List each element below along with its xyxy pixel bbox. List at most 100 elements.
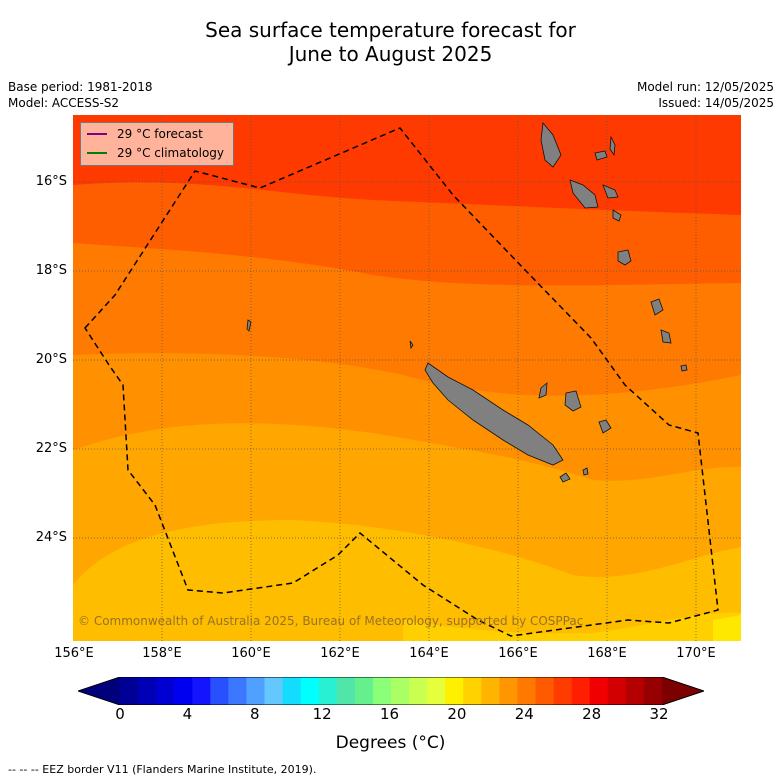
climatology-line-swatch [87,152,107,154]
colorbar-segment [643,677,663,705]
lon-label: 156°E [54,646,94,661]
sst-band-23-24 [73,520,741,641]
colorbar-tick-label: 4 [182,705,193,723]
colorbar-segment [174,677,193,705]
colorbar-segment [120,677,139,705]
lat-label: 20°S [35,352,67,367]
espiritu-santo-island [540,122,562,168]
title-line-1: Sea surface temperature forecast for [205,18,576,42]
sst-band-21-22 [713,615,741,641]
sst-band-22-23 [403,612,741,641]
colorbar-segment [589,677,609,705]
aneityum-island [680,364,688,372]
pentecost-island [602,184,619,199]
lat-label: 22°S [35,441,67,456]
colorbar-tick-label: 0 [115,705,125,723]
colorbar-segment [138,677,157,705]
eez-border [84,127,719,637]
colorbar-segment [571,677,591,705]
colorbar-title: Degrees (°C) [335,733,446,753]
tanna-island [660,329,672,344]
colorbar-tick-label: 8 [249,705,260,723]
model-name: Model: ACCESS-S2 [8,96,120,110]
colorbar-segment [156,677,175,705]
malekula-island [569,179,599,209]
maewo-island [609,135,616,157]
efate-island [617,249,632,266]
base-period: Base period: 1981-2018 [8,80,153,94]
colorbar-segment [445,677,464,705]
graticule [73,115,741,641]
colorbar-segment [553,677,573,705]
colorbar-segment [391,677,410,705]
chesterfield-islands [246,319,252,332]
colorbar-segment [463,677,482,705]
ouvea-island [538,382,548,399]
colorbar-segment [372,677,392,705]
colorbar-segment [535,677,555,705]
colorbar-segment [517,677,537,705]
colorbar-graphic [76,676,706,706]
colorbar [76,676,706,706]
lon-label: 168°E [587,646,627,661]
legend-climatology: 29 °C climatology [87,144,224,162]
ambae-island [594,150,608,161]
colorbar-tick-label: 24 [514,705,534,723]
colorbar-segment [354,677,374,705]
colorbar-segment [607,677,627,705]
title-line-2: June to August 2025 [288,42,493,66]
new-caledonia-island [424,362,564,466]
legend-climatology-label: 29 °C climatology [117,146,225,160]
colorbar-segment [264,677,284,705]
sst-map [73,115,741,641]
walpole-island [582,467,589,476]
erromango-island [650,298,664,316]
colorbar-tick-label: 20 [447,705,467,723]
run-info-right: Model run: 12/05/2025 Issued: 14/05/2025 [637,79,774,111]
colorbar-segment [499,677,518,705]
eez-footnote: -- -- -- EEZ border V11 (Flanders Marine… [8,763,317,776]
land-masses [246,122,688,483]
epi-island [612,209,622,222]
copyright-notice: © Commonwealth of Australia 2025, Bureau… [78,614,584,628]
lon-label: 162°E [320,646,360,661]
colorbar-tick-label: 28 [582,705,602,723]
lon-label: 164°E [409,646,449,661]
lat-label: 24°S [35,530,67,545]
colorbar-segment [228,677,247,705]
lon-label: 158°E [142,646,182,661]
colorbar-segment [246,677,266,705]
colorbar-tick-label: 16 [379,705,400,723]
colorbar-segment [210,677,229,705]
colorbar-segment [625,677,645,705]
colorbar-segment [336,677,356,705]
map-legend: 29 °C forecast 29 °C climatology [80,122,234,166]
colorbar-under-triangle [78,677,120,705]
lat-label: 16°S [35,174,67,189]
colorbar-segment [481,677,500,705]
colorbar-segment [409,677,428,705]
colorbar-segment [427,677,446,705]
legend-forecast-label: 29 °C forecast [117,127,203,141]
colorbar-tick-label: 12 [312,705,332,723]
mare-island [598,419,612,434]
issued-date: Issued: 14/05/2025 [658,96,774,110]
colorbar-tick-label: 32 [649,705,669,723]
colorbar-segment [282,677,302,705]
colorbar-segment [318,677,338,705]
legend-forecast: 29 °C forecast [87,125,203,143]
belep-islands [409,340,414,350]
forecast-line-swatch [87,133,107,135]
colorbar-segment [300,677,320,705]
lon-label: 160°E [231,646,271,661]
colorbar-segment [192,677,211,705]
lifou-island [564,390,582,412]
colorbar-over-triangle [662,677,704,705]
lon-label: 166°E [498,646,538,661]
lat-label: 18°S [35,263,67,278]
isle-of-pines [559,472,571,483]
run-info-left: Base period: 1981-2018 Model: ACCESS-S2 [8,79,153,111]
lon-label: 170°E [676,646,716,661]
model-run-date: Model run: 12/05/2025 [636,80,774,94]
sst-map-canvas [73,115,741,641]
